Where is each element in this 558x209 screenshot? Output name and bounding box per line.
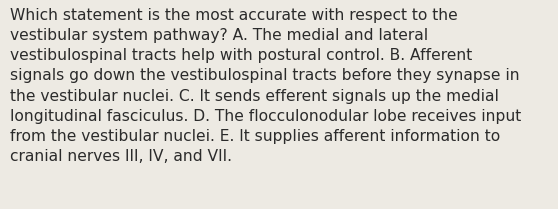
Text: Which statement is the most accurate with respect to the
vestibular system pathw: Which statement is the most accurate wit… (10, 8, 521, 164)
